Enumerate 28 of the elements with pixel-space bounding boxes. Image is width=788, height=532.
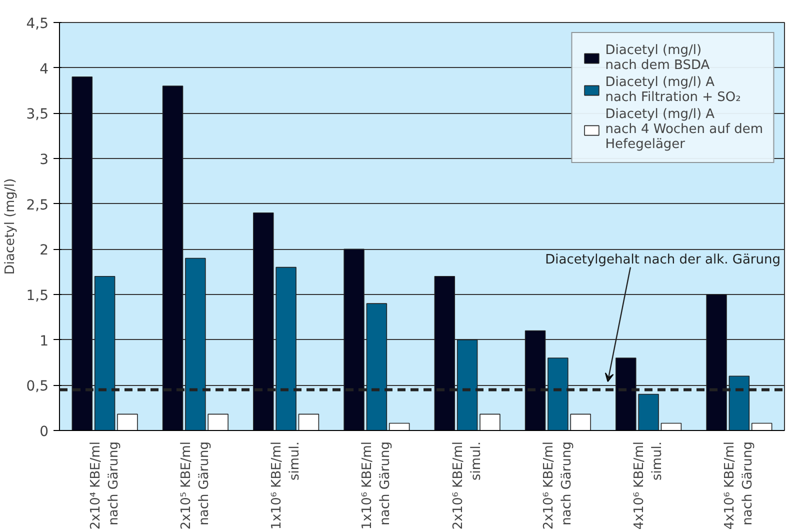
x-tick-label: 1x10⁶ KBE/ml nach Gärung xyxy=(360,441,394,530)
bar xyxy=(117,414,138,430)
legend-label: Diacetyl (mg/l) nach dem BSDA xyxy=(605,43,710,73)
y-tick-label: 1,5 xyxy=(26,288,48,304)
y-tick-label: 2,5 xyxy=(26,197,48,214)
bar xyxy=(298,414,320,430)
bar xyxy=(480,414,500,430)
x-tick-label: 2x10⁶ KBE/ml simul. xyxy=(450,441,484,530)
x-tick-label: 4x10⁶ KBE/ml simul. xyxy=(632,441,666,530)
x-tick-label: 1x10⁶ KBE/ml simul. xyxy=(270,441,303,530)
x-tick-label: 4x10⁶ KBE/ml nach Gärung xyxy=(722,441,756,530)
y-tick-label: 0 xyxy=(40,424,49,440)
y-axis-title: Diacetyl (mg/l) xyxy=(3,178,18,275)
bar xyxy=(751,422,772,430)
bar xyxy=(660,422,682,430)
y-tick-label: 2 xyxy=(40,242,49,259)
y-tick-label: 3 xyxy=(40,152,49,168)
x-tick-label: 2x10⁶ KBE/ml nach Gärung xyxy=(541,441,574,530)
legend-label: Diacetyl (mg/l) A nach 4 Wochen auf dem Hefegeläger xyxy=(605,107,763,152)
y-tick-label: 4,5 xyxy=(26,16,48,32)
legend-label: Diacetyl (mg/l) A nach Filtration + SO₂ xyxy=(605,75,741,105)
ref-line-label: Diacetylgehalt nach der alk. Gärung xyxy=(545,252,781,268)
y-tick-label: 0,5 xyxy=(26,378,48,395)
y-tick-label: 3,5 xyxy=(26,106,48,123)
y-tick-label: 4 xyxy=(40,61,49,78)
y-tick-label: 1 xyxy=(40,333,49,350)
x-tick-label: 2x10⁴ KBE/ml nach Gärung xyxy=(88,441,122,530)
bar xyxy=(388,422,410,430)
